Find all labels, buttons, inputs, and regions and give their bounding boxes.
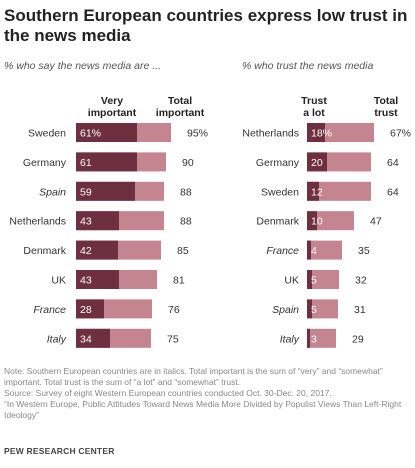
right-data-label-part: 20 — [311, 157, 323, 169]
chart-area: Very important Total important Sweden 61% 95% G… — [9, 95, 411, 348]
left-data-label-part: 61% — [80, 128, 101, 140]
right-bar-total — [307, 240, 342, 260]
right-data-label-total: 35 — [358, 245, 370, 257]
left-data-label-part: 34 — [80, 333, 92, 345]
right-category-label: Spain — [272, 304, 299, 316]
chart-title: Southern European countries express low … — [4, 6, 408, 45]
left-bar-part — [76, 299, 104, 319]
left-category-label: Germany — [23, 157, 67, 169]
left-data-label-part: 42 — [80, 245, 92, 257]
notes: Note: Southern European countries are in… — [4, 366, 409, 421]
right-bar-total — [307, 211, 354, 231]
left-data-label-total: 76 — [168, 304, 180, 316]
left-category-label: Netherlands — [9, 216, 66, 228]
left-data-label-part: 28 — [80, 304, 92, 316]
right-data-label-part: 18% — [311, 128, 332, 140]
right-bar-total — [307, 181, 371, 201]
right-bar-part — [307, 270, 312, 289]
right-bar-part — [307, 328, 310, 348]
left-data-label-part: 59 — [80, 186, 92, 198]
left-bar-part — [76, 152, 137, 172]
org-name: PEW RESEARCH CENTER — [4, 446, 115, 456]
left-category-label: Italy — [47, 333, 67, 345]
left-bar-part — [76, 328, 110, 348]
left-bar-part — [76, 123, 137, 142]
right-bar-total — [307, 328, 336, 348]
note-text: Note: Southern European countries are in… — [4, 366, 383, 387]
right-bar-part — [307, 123, 325, 142]
right-bar-part — [307, 240, 311, 260]
left-bar-part — [76, 270, 119, 289]
left-data-label-total: 85 — [177, 245, 189, 257]
left-category-label: France — [33, 304, 66, 316]
left-data-label-total: 81 — [173, 275, 185, 287]
report-title-text: “In Western Europe, Public Attitudes Tow… — [4, 399, 402, 420]
source-text: Source: Survey of eight Western European… — [4, 388, 332, 398]
right-category-label: Netherlands — [242, 128, 299, 140]
right-category-label: Denmark — [256, 216, 299, 228]
right-data-label-part: 12 — [311, 186, 323, 198]
right-category-label: Sweden — [261, 186, 299, 198]
right-bar-total — [307, 299, 338, 319]
left-bar-part — [76, 181, 135, 201]
right-bar-part — [307, 299, 312, 319]
right-bar-total — [307, 270, 339, 289]
right-data-label-part: 5 — [311, 275, 317, 287]
right-header-total: Total trust — [374, 95, 398, 119]
right-data-label-total: 47 — [370, 216, 382, 228]
right-data-label-part: 3 — [311, 333, 317, 345]
left-header-part: Very important — [88, 95, 137, 119]
right-category-label: Germany — [256, 157, 300, 169]
right-data-label-total: 64 — [387, 157, 399, 169]
right-data-label-part: 4 — [311, 245, 317, 257]
right-category-label: France — [266, 245, 299, 257]
left-data-label-total: 88 — [180, 216, 192, 228]
right-bar-part — [307, 181, 319, 201]
left-data-label-total: 88 — [180, 186, 192, 198]
left-data-label-total: 75 — [167, 333, 179, 345]
right-bar-part — [307, 152, 327, 172]
right-category-label: UK — [284, 275, 299, 287]
right-bar-part — [307, 211, 317, 231]
left-data-label-part: 43 — [80, 216, 92, 228]
left-data-label-part: 43 — [80, 275, 92, 287]
left-data-label-total: 95% — [187, 128, 208, 140]
right-data-label-total: 31 — [354, 304, 366, 316]
left-category-label: Spain — [39, 186, 66, 198]
right-data-label-part: 5 — [311, 304, 317, 316]
left-category-label: Denmark — [23, 245, 66, 257]
left-bar-part — [76, 240, 118, 260]
right-data-label-total: 29 — [352, 333, 364, 345]
left-category-label: UK — [51, 275, 66, 287]
left-data-label-total: 90 — [182, 157, 194, 169]
right-data-label-total: 64 — [387, 186, 399, 198]
right-panel-subtitle: % who trust the news media — [242, 60, 374, 72]
left-panel-subtitle: % who say the news media are ... — [4, 60, 161, 72]
right-header-part: Trust a lot — [301, 95, 327, 119]
right-data-label-part: 10 — [311, 216, 323, 228]
right-data-label-total: 67% — [390, 128, 411, 140]
left-bar-part — [76, 211, 119, 231]
right-category-label: Italy — [280, 333, 300, 345]
left-header-total: Total important — [156, 95, 205, 119]
left-category-label: Sweden — [28, 128, 66, 140]
left-data-label-part: 61 — [80, 157, 92, 169]
right-data-label-total: 32 — [355, 275, 367, 287]
